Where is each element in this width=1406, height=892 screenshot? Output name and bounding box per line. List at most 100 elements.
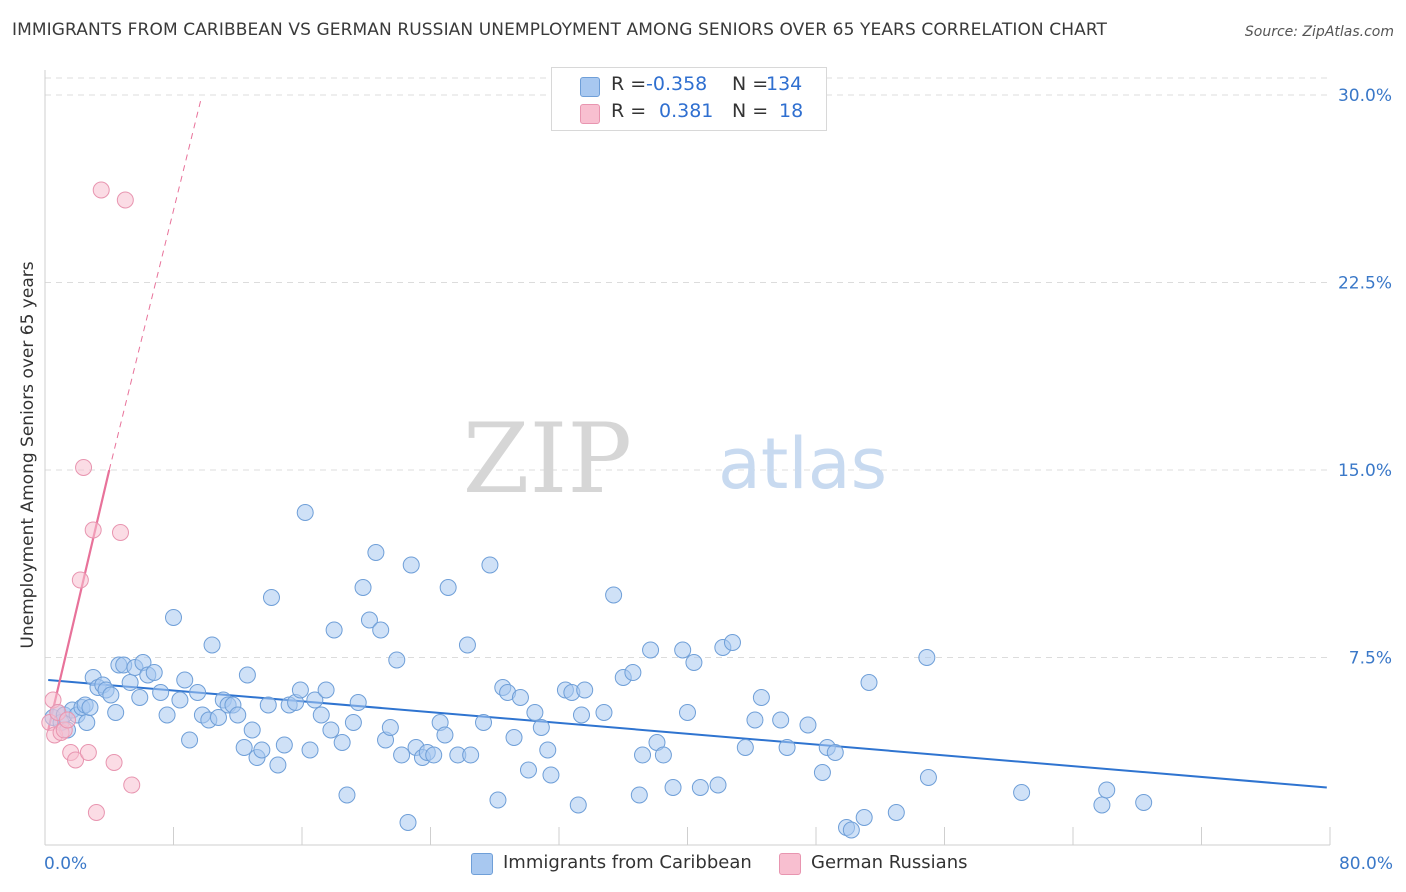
point-caribbean: [458, 636, 476, 654]
point-caribbean: [372, 621, 390, 639]
legend-r-value: -0.358: [646, 73, 708, 95]
point-caribbean: [674, 641, 692, 659]
point-caribbean: [664, 779, 682, 796]
point-caribbean: [189, 684, 207, 701]
legend-row-caribbean: R = -0.358 N = 134: [552, 73, 826, 99]
point-german-russians: [123, 776, 141, 794]
point-caribbean: [399, 814, 417, 831]
point-caribbean: [333, 734, 351, 751]
bottom-legend-swatch-caribbean: [471, 853, 493, 875]
watermark-zip: ZIP: [463, 403, 632, 515]
point-caribbean: [691, 779, 709, 796]
source-label: Source: ZipAtlas.com: [1244, 24, 1394, 40]
point-caribbean: [121, 674, 139, 691]
point-caribbean: [312, 706, 330, 724]
point-caribbean: [1093, 796, 1111, 814]
point-caribbean: [145, 664, 163, 681]
stats-legend: R = -0.358 N = 134 R = 0.381 N = 18: [551, 67, 827, 131]
point-caribbean: [709, 776, 727, 794]
point-caribbean: [439, 579, 457, 596]
bottom-legend-label-german-russians: German Russians: [811, 852, 968, 873]
point-caribbean: [367, 544, 385, 561]
point-caribbean: [595, 704, 613, 721]
y-tick-label: 30.0%: [1338, 86, 1392, 106]
point-caribbean: [360, 611, 378, 629]
point-caribbean: [642, 641, 660, 659]
y-tick-label: 15.0%: [1338, 461, 1392, 481]
point-caribbean: [107, 704, 125, 721]
point-caribbean: [813, 764, 831, 781]
point-caribbean: [505, 729, 523, 746]
point-caribbean: [338, 786, 356, 804]
point-caribbean: [685, 654, 703, 671]
point-caribbean: [630, 786, 648, 804]
point-caribbean: [152, 684, 170, 701]
bottom-legend-label-caribbean: Immigrants from Caribbean: [503, 852, 752, 873]
point-caribbean: [259, 696, 277, 714]
point-caribbean: [131, 689, 149, 706]
point-caribbean: [532, 719, 550, 736]
point-caribbean: [203, 636, 221, 654]
watermark-atlas: atlas: [718, 423, 887, 505]
point-caribbean: [306, 691, 324, 709]
trend-line-german-russians-extension: [108, 99, 202, 471]
legend-r-value: 0.381: [659, 100, 714, 122]
y-axis-label: Unemployment Among Seniors over 65 years: [18, 261, 38, 649]
point-caribbean: [243, 721, 261, 739]
point-caribbean: [624, 664, 642, 681]
legend-n-value: 134: [766, 73, 803, 95]
point-caribbean: [919, 769, 937, 786]
point-caribbean: [778, 739, 796, 756]
legend-n-value: 18: [779, 100, 804, 122]
point-caribbean: [634, 746, 652, 764]
x-tick-label: 0.0%: [44, 854, 87, 874]
point-caribbean: [402, 556, 420, 574]
point-caribbean: [539, 741, 557, 759]
point-caribbean: [918, 649, 936, 666]
point-caribbean: [855, 809, 873, 826]
point-caribbean: [605, 586, 623, 604]
point-caribbean: [344, 714, 362, 731]
x-tick-label: 80.0%: [1339, 854, 1393, 874]
tick-labels: 7.5% 15.0% 22.5% 30.0% 0.0% 80.0%: [44, 86, 1393, 874]
point-caribbean: [654, 746, 672, 764]
point-caribbean: [569, 796, 587, 814]
point-caribbean: [746, 711, 764, 729]
point-caribbean: [425, 746, 443, 764]
point-caribbean: [262, 589, 280, 606]
point-caribbean: [679, 704, 696, 721]
point-german-russians: [111, 524, 129, 541]
point-caribbean: [1013, 784, 1031, 801]
point-german-russians: [71, 571, 89, 589]
y-tick-label: 22.5%: [1338, 274, 1392, 294]
point-caribbean: [887, 804, 905, 821]
watermark: ZIP atlas: [463, 403, 887, 515]
point-caribbean: [481, 556, 499, 574]
trend-line-german-russians: [47, 469, 111, 731]
point-caribbean: [317, 681, 335, 699]
point-caribbean: [572, 706, 590, 724]
point-caribbean: [752, 689, 770, 706]
point-caribbean: [542, 766, 560, 784]
point-caribbean: [325, 621, 343, 639]
point-caribbean: [322, 721, 340, 739]
point-german-russians: [87, 804, 105, 821]
point-caribbean: [1135, 794, 1153, 811]
point-caribbean: [1098, 781, 1116, 799]
legend-n-label: N =: [732, 73, 769, 95]
trend-lines: [47, 99, 1327, 789]
grid-lines: [45, 77, 1330, 658]
point-german-russians: [58, 711, 76, 729]
axes: [44, 70, 1331, 846]
point-german-russians: [84, 521, 102, 539]
point-caribbean: [291, 681, 309, 699]
point-caribbean: [301, 741, 319, 759]
point-caribbean: [519, 761, 537, 779]
trend-line-caribbean: [48, 679, 1327, 789]
point-caribbean: [381, 719, 399, 736]
point-caribbean: [772, 711, 790, 729]
point-caribbean: [81, 699, 99, 716]
point-caribbean: [860, 674, 878, 691]
legend-swatch-caribbean: [580, 77, 600, 97]
